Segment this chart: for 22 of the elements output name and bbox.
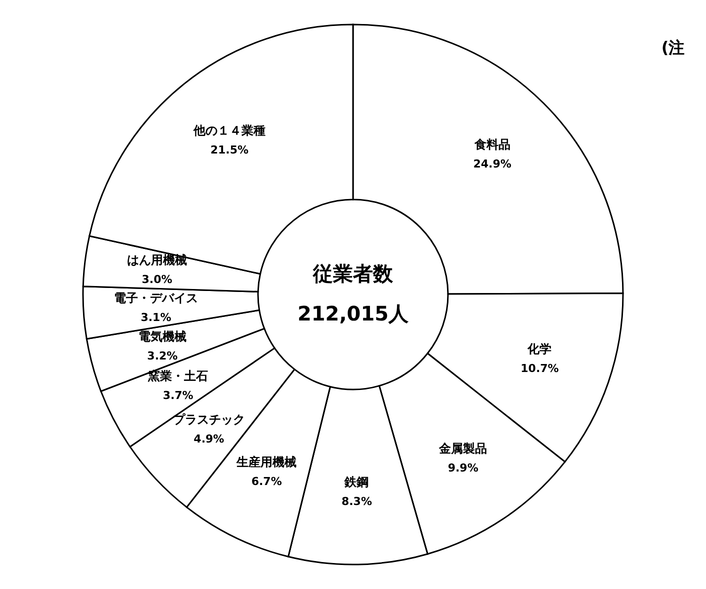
slice-label: 化学: [526, 342, 552, 356]
text: 従業者数: [312, 262, 394, 286]
slice-label: 他の１４業種: [192, 123, 266, 138]
data-label: 21.5%: [210, 143, 248, 156]
slice-label: 鉄鋼: [344, 474, 369, 489]
text: 212,015人: [297, 302, 410, 326]
data-label: 3.0%: [142, 273, 172, 286]
data-label: 8.3%: [341, 494, 372, 508]
data-label: 3.1%: [140, 310, 172, 324]
data-label: 4.9%: [194, 432, 224, 446]
data-label: 9.9%: [448, 461, 478, 474]
slice-label: 電気機械: [138, 329, 186, 344]
slice-label: 電子・デバイス: [114, 290, 198, 305]
slice-label: 生産用機械: [236, 455, 297, 470]
slice-label: 食料品: [473, 138, 510, 152]
data-label: 24.9%: [473, 158, 512, 171]
data-label: 3.7%: [162, 389, 194, 402]
data-label: 3.2%: [147, 349, 178, 362]
text: (注: [661, 38, 685, 57]
slice-label: 金属製品: [438, 441, 488, 456]
data-label: 10.7%: [520, 362, 559, 375]
data-label: 6.7%: [251, 475, 282, 488]
